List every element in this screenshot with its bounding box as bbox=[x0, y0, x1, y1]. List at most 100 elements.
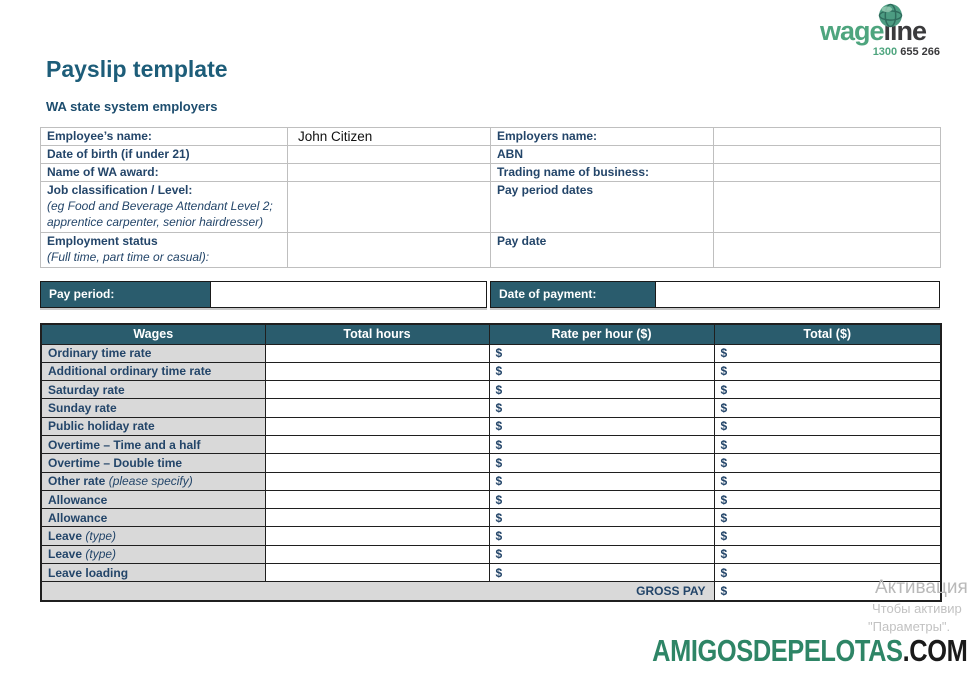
wage-label-cell: Additional ordinary time rate bbox=[40, 361, 266, 382]
wage-label-cell: Leave (type) bbox=[40, 544, 266, 565]
date-of-birth-label: Date of birth (if under 21) bbox=[47, 147, 190, 161]
total-input-cell[interactable]: $ bbox=[713, 526, 942, 546]
total-input-cell[interactable]: $ bbox=[713, 489, 942, 510]
pay-date-value-cell[interactable] bbox=[713, 232, 941, 268]
pay-period-bar: Pay period: bbox=[40, 281, 487, 308]
wage-label-note: (please specify) bbox=[108, 474, 193, 489]
hours-input-cell[interactable] bbox=[264, 453, 490, 473]
date-of-payment-value-field[interactable] bbox=[656, 282, 939, 307]
wage-label-cell: Allowance bbox=[40, 508, 266, 528]
hours-input-cell[interactable] bbox=[264, 398, 490, 418]
wa-award-label-cell: Name of WA award: bbox=[40, 163, 288, 182]
wages-table: Wages Total hours Rate per hour ($) Tota… bbox=[40, 323, 942, 602]
rate-input-cell[interactable]: $ bbox=[488, 453, 715, 473]
hours-input-cell[interactable] bbox=[264, 361, 490, 382]
wa-award-value-cell[interactable] bbox=[287, 163, 491, 182]
total-input-cell[interactable]: $ bbox=[713, 453, 942, 473]
rate-input-cell[interactable]: $ bbox=[488, 526, 715, 546]
date-of-payment-label: Date of payment: bbox=[491, 282, 656, 307]
wa-award-label: Name of WA award: bbox=[47, 165, 159, 179]
wage-label-cell: Ordinary time rate bbox=[40, 343, 266, 363]
hours-input-cell[interactable] bbox=[264, 434, 490, 455]
hours-input-cell[interactable] bbox=[264, 526, 490, 546]
hours-input-cell[interactable] bbox=[264, 343, 490, 363]
rate-input-cell[interactable]: $ bbox=[488, 434, 715, 455]
wages-row-other-rate: Other rate (please specify) $ $ bbox=[40, 471, 942, 491]
total-input-cell[interactable]: $ bbox=[713, 361, 942, 382]
wage-label-cell: Sunday rate bbox=[40, 398, 266, 418]
pay-period-value-field[interactable] bbox=[211, 282, 486, 307]
globe-icon bbox=[878, 3, 903, 33]
details-row-employee-name: Employee’s name: John Citizen Employers … bbox=[40, 127, 941, 146]
page-title: Payslip template bbox=[46, 56, 228, 82]
wages-header-wages: Wages bbox=[40, 323, 266, 345]
wages-row-additional-ordinary: Additional ordinary time rate $ $ bbox=[40, 361, 942, 382]
trading-name-value-cell[interactable] bbox=[713, 163, 941, 182]
total-input-cell[interactable]: $ bbox=[713, 471, 942, 491]
rate-input-cell[interactable]: $ bbox=[488, 380, 715, 400]
employee-name-label: Employee’s name: bbox=[47, 129, 152, 143]
wage-label: Additional ordinary time rate bbox=[48, 364, 212, 379]
details-row-wa-award: Name of WA award: Trading name of busine… bbox=[40, 163, 941, 182]
rate-input-cell[interactable]: $ bbox=[488, 361, 715, 382]
wage-label-note: (type) bbox=[85, 529, 117, 544]
hours-input-cell[interactable] bbox=[264, 489, 490, 510]
activation-watermark-line1: Активация bbox=[875, 577, 968, 598]
job-classification-label-cell: Job classification / Level: (eg Food and … bbox=[40, 181, 288, 233]
date-of-birth-label-cell: Date of birth (if under 21) bbox=[40, 145, 288, 164]
wage-label-cell: Other rate (please specify) bbox=[40, 471, 266, 491]
details-row-employment-status: Employment status (Full time, part time o… bbox=[40, 232, 941, 268]
pay-date-label: Pay date bbox=[497, 234, 547, 248]
employee-name-value-cell[interactable]: John Citizen bbox=[287, 127, 491, 146]
wage-label-cell: Leave (type) bbox=[40, 526, 266, 546]
wage-label-cell: Saturday rate bbox=[40, 380, 266, 400]
total-input-cell[interactable]: $ bbox=[713, 343, 942, 363]
wage-label: Public holiday rate bbox=[48, 419, 155, 434]
employers-name-value-cell[interactable] bbox=[713, 127, 941, 146]
total-input-cell[interactable]: $ bbox=[713, 434, 942, 455]
hours-input-cell[interactable] bbox=[264, 544, 490, 565]
rate-input-cell[interactable]: $ bbox=[488, 416, 715, 436]
total-input-cell[interactable]: $ bbox=[713, 380, 942, 400]
pay-period-dates-label: Pay period dates bbox=[497, 183, 594, 197]
wage-label: Leave bbox=[48, 529, 83, 544]
hours-input-cell[interactable] bbox=[264, 416, 490, 436]
employee-details-table: Employee’s name: John Citizen Employers … bbox=[40, 127, 941, 268]
hours-input-cell[interactable] bbox=[264, 508, 490, 528]
employment-status-value-cell[interactable] bbox=[287, 232, 491, 268]
rate-input-cell[interactable]: $ bbox=[488, 544, 715, 565]
total-input-cell[interactable]: $ bbox=[713, 508, 942, 528]
total-input-cell[interactable]: $ bbox=[713, 563, 942, 583]
rate-input-cell[interactable]: $ bbox=[488, 563, 715, 583]
hours-input-cell[interactable] bbox=[264, 471, 490, 491]
total-input-cell[interactable]: $ bbox=[713, 398, 942, 418]
total-input-cell[interactable]: $ bbox=[713, 416, 942, 436]
rate-input-cell[interactable]: $ bbox=[488, 398, 715, 418]
date-of-payment-bar: Date of payment: bbox=[490, 281, 940, 308]
wageline-logo: wageline 1300 655 266 bbox=[816, 3, 940, 58]
rate-input-cell[interactable]: $ bbox=[488, 508, 715, 528]
rate-input-cell[interactable]: $ bbox=[488, 471, 715, 491]
abn-value-cell[interactable] bbox=[713, 145, 941, 164]
employment-status-note: (Full time, part time or casual): bbox=[47, 250, 210, 264]
pay-period-dates-label-cell: Pay period dates bbox=[490, 181, 714, 233]
wages-header-total-hours: Total hours bbox=[264, 323, 490, 345]
wages-row-leave-1: Leave (type) $ $ bbox=[40, 526, 942, 546]
job-classification-label: Job classification / Level: bbox=[47, 183, 193, 197]
date-of-birth-value-cell[interactable] bbox=[287, 145, 491, 164]
pay-period-dates-value-cell[interactable] bbox=[713, 181, 941, 233]
abn-label-cell: ABN bbox=[490, 145, 714, 164]
hours-input-cell[interactable] bbox=[264, 563, 490, 583]
wage-label: Ordinary time rate bbox=[48, 346, 152, 361]
hours-input-cell[interactable] bbox=[264, 380, 490, 400]
employment-status-label: Employment status bbox=[47, 234, 158, 248]
rate-input-cell[interactable]: $ bbox=[488, 489, 715, 510]
total-input-cell[interactable]: $ bbox=[713, 544, 942, 565]
pay-date-label-cell: Pay date bbox=[490, 232, 714, 268]
wages-row-overtime-double: Overtime – Double time $ $ bbox=[40, 453, 942, 473]
job-classification-value-cell[interactable] bbox=[287, 181, 491, 233]
rate-input-cell[interactable]: $ bbox=[488, 343, 715, 363]
gross-pay-input-cell[interactable]: $ bbox=[713, 581, 942, 602]
phone-suffix: 655 266 bbox=[900, 46, 940, 58]
wage-label: Sunday rate bbox=[48, 401, 117, 416]
